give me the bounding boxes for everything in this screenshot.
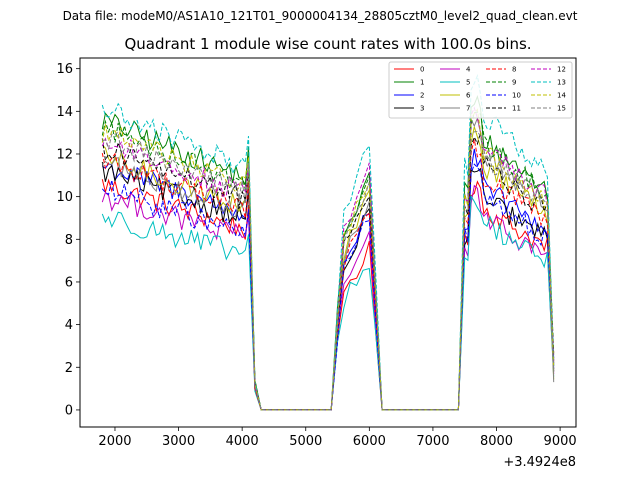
- x-tick-label: 4000: [226, 434, 259, 449]
- y-tick-label: 0: [65, 403, 73, 418]
- y-axis: 0 2 4 6 8 10 12 14 16: [56, 62, 80, 418]
- legend-label-4: 4: [466, 66, 471, 74]
- legend-label-15: 15: [557, 105, 566, 113]
- legend-label-2: 2: [420, 92, 424, 100]
- chart-suptitle: Data file: modeM0/AS1A10_121T01_90000041…: [63, 9, 578, 23]
- chart-title: Quadrant 1 module wise count rates with …: [124, 35, 531, 53]
- legend-label-0: 0: [420, 66, 424, 74]
- x-tick-label: 6000: [353, 434, 386, 449]
- x-tick-label: 7000: [416, 434, 449, 449]
- legend-label-12: 12: [557, 66, 566, 74]
- plot-area: [79, 57, 577, 428]
- x-axis: 2000 3000 4000 5000 6000 7000 8000 9000: [98, 427, 577, 449]
- axes-background: [80, 58, 576, 427]
- y-tick-label: 12: [56, 147, 73, 162]
- y-tick-label: 2: [65, 361, 73, 376]
- y-tick-label: 10: [56, 190, 73, 205]
- series-layer: [101, 73, 555, 411]
- x-tick-label: 5000: [289, 434, 322, 449]
- series-line-8: [101, 139, 555, 411]
- x-tick-label: 2000: [98, 434, 131, 449]
- axes-frame: [79, 57, 577, 428]
- x-tick-label: 3000: [162, 434, 195, 449]
- legend-label-1: 1: [420, 79, 424, 87]
- legend-label-9: 9: [512, 79, 516, 87]
- legend-label-11: 11: [512, 105, 521, 113]
- legend-label-10: 10: [512, 92, 521, 100]
- legend-label-5: 5: [466, 79, 470, 87]
- y-tick-label: 8: [65, 233, 73, 248]
- x-tick-label: 8000: [480, 434, 513, 449]
- y-tick-label: 16: [56, 62, 73, 77]
- y-tick-label: 6: [65, 275, 73, 290]
- legend-label-13: 13: [557, 79, 566, 87]
- series-line-14: [101, 108, 555, 411]
- legend-label-14: 14: [557, 92, 566, 100]
- y-tick-label: 4: [65, 318, 73, 333]
- legend-label-6: 6: [466, 92, 471, 100]
- legend-label-3: 3: [420, 105, 424, 113]
- legend-frame: [388, 61, 573, 119]
- legend-label-8: 8: [512, 66, 516, 74]
- x-offset-label: +3.4924e8: [503, 455, 576, 470]
- y-tick-label: 14: [56, 105, 73, 120]
- x-tick-label: 9000: [544, 434, 577, 449]
- legend-label-7: 7: [466, 105, 470, 113]
